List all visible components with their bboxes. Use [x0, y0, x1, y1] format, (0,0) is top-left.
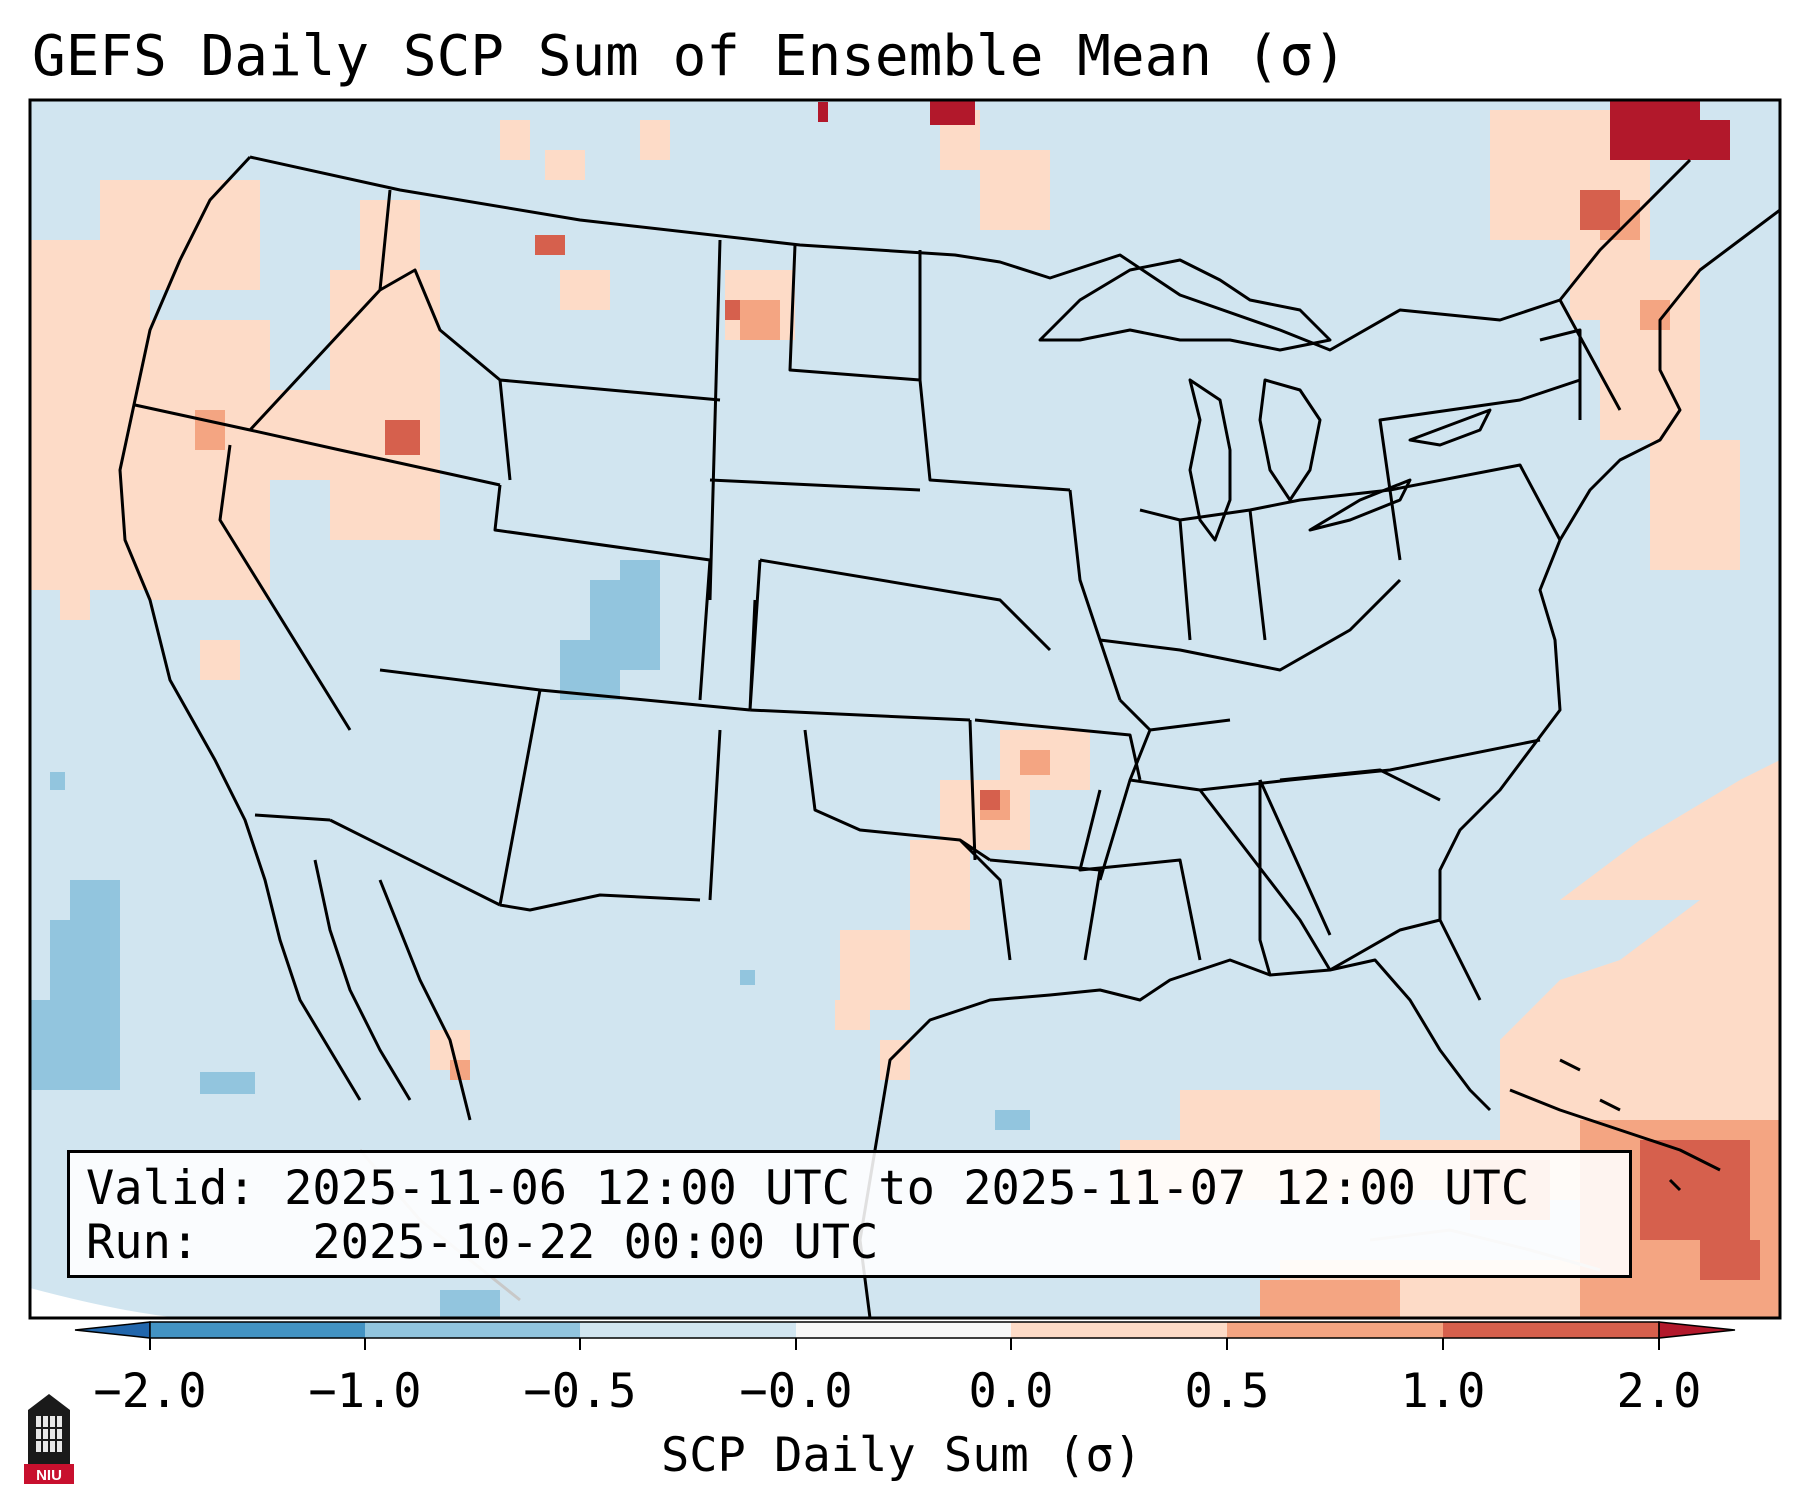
colorbar-segment-5	[1011, 1322, 1227, 1338]
run-label: Run:	[86, 1215, 200, 1270]
valid-time-box: Valid: 2025-11-06 12:00 UTC to 2025-11-0…	[67, 1150, 1632, 1278]
mexico-west-coast	[378, 879, 472, 1121]
colorbar-segment-4	[796, 1322, 1011, 1338]
colorbar-tick-label: 0.0	[968, 1364, 1054, 1419]
lake-ontario	[1408, 408, 1492, 447]
colorbar-under-arrow	[74, 1321, 151, 1339]
valid-line: Valid: 2025-11-06 12:00 UTC to 2025-11-0…	[86, 1161, 1529, 1217]
lake-erie	[1308, 478, 1412, 532]
bahamas	[1559, 1058, 1682, 1192]
gulf-coastline	[878, 958, 1492, 1121]
state-lines	[134, 189, 1622, 976]
map-background	[30, 100, 1780, 1318]
scp-negative-patches	[30, 560, 1030, 1318]
scp-high-patches	[385, 190, 1760, 1280]
baja-coastline	[313, 859, 412, 1101]
lake-michigan	[1188, 378, 1232, 542]
map-boundaries	[118, 155, 1780, 1318]
map-frame	[28, 98, 1782, 1320]
colorbar-segment-2	[365, 1322, 580, 1338]
lake-superior	[1038, 258, 1332, 352]
colorbar-segment-7	[1443, 1322, 1659, 1338]
us-canada-border	[249, 155, 1692, 352]
east-coastline	[1438, 208, 1780, 920]
colorbar-segment-6	[1227, 1322, 1443, 1338]
university-tower-icon: NIU	[24, 1394, 74, 1484]
cuba-coastline	[1509, 1088, 1721, 1172]
run-value: 2025-10-22 00:00 UTC	[312, 1215, 879, 1270]
valid-value: 2025-11-06 12:00 UTC to 2025-11-07 12:00…	[284, 1161, 1530, 1216]
colorbar-segment-3	[580, 1322, 796, 1338]
colorbar-tick-label: −1.0	[308, 1364, 422, 1419]
logo-text: NIU	[36, 1467, 62, 1484]
scp-extreme-patches	[818, 100, 1730, 160]
colorbar-segment-1	[150, 1322, 365, 1338]
colorbar-tick-label: 2.0	[1616, 1364, 1702, 1419]
colorbar-tick-label: −0.0	[739, 1364, 853, 1419]
colorbar-label: SCP Daily Sum (σ)	[660, 1428, 1143, 1483]
run-line: Run: 2025-10-22 00:00 UTC	[86, 1215, 878, 1271]
colorbar-tick-label: −2.0	[93, 1364, 207, 1419]
lake-huron	[1258, 378, 1322, 502]
colorbar	[74, 1321, 1736, 1350]
map-title: GEFS Daily SCP Sum of Ensemble Mean (σ)	[32, 24, 1347, 89]
colorbar-ticks	[149, 1338, 1660, 1350]
west-coastline	[118, 155, 362, 1101]
colorbar-tick-label: 1.0	[1400, 1364, 1486, 1419]
colorbar-tick-label: −0.5	[523, 1364, 637, 1419]
valid-label: Valid:	[86, 1161, 256, 1216]
colorbar-over-arrow	[1658, 1321, 1736, 1339]
colorbar-tick-label: 0.5	[1184, 1364, 1270, 1419]
projection-outside-left	[30, 1288, 180, 1318]
colorbar-frame	[149, 1321, 1660, 1339]
